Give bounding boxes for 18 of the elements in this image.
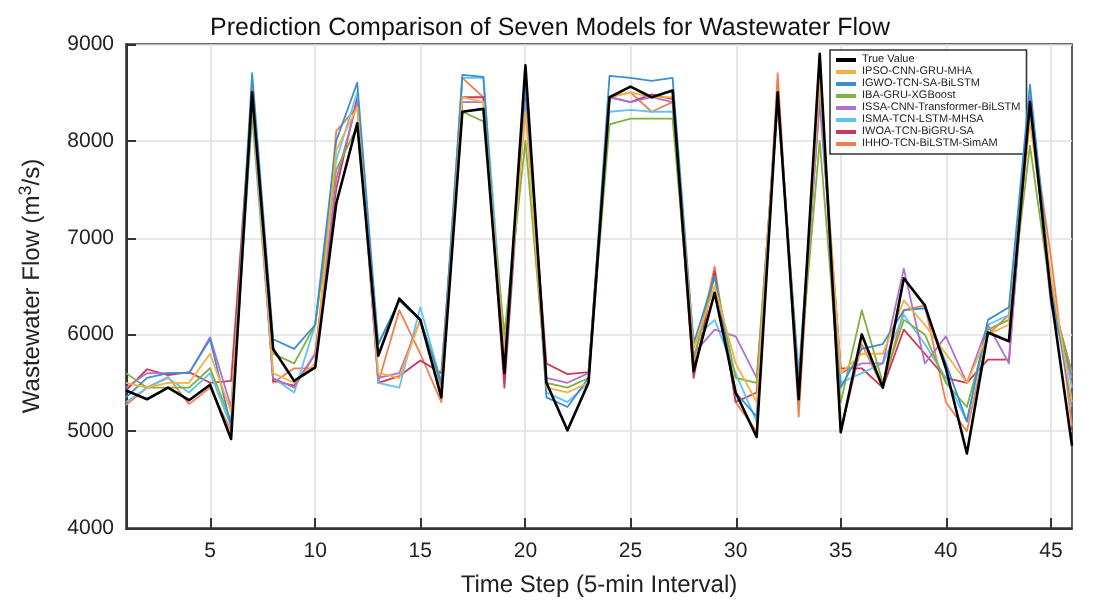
x-tick-label: 35 bbox=[829, 539, 853, 563]
x-tick-label: 45 bbox=[1039, 539, 1063, 563]
x-tick-label: 10 bbox=[303, 539, 328, 563]
chart-title: Prediction Comparison of Seven Models for Wastewater Flow bbox=[210, 13, 892, 41]
x-tick-label: 20 bbox=[513, 539, 538, 563]
x-axis-title: Time Step (5-min Interval) bbox=[460, 570, 738, 598]
y-tick-label: 9000 bbox=[67, 32, 115, 56]
y-tick-label: 5000 bbox=[67, 419, 115, 444]
y-tick-label: 8000 bbox=[67, 128, 115, 153]
x-tick-label: 30 bbox=[723, 539, 748, 563]
x-tick-label: 40 bbox=[934, 539, 958, 563]
x-tick-label: 15 bbox=[408, 539, 433, 563]
x-tick-label: 25 bbox=[618, 539, 643, 563]
x-tick-label: 5 bbox=[204, 539, 217, 563]
y-tick-label: 4000 bbox=[67, 516, 115, 540]
y-tick-label: 6000 bbox=[67, 322, 115, 347]
y-tick-label: 7000 bbox=[67, 225, 115, 250]
y-axis-title: Wastewater Flow (m3/s) bbox=[15, 158, 45, 414]
